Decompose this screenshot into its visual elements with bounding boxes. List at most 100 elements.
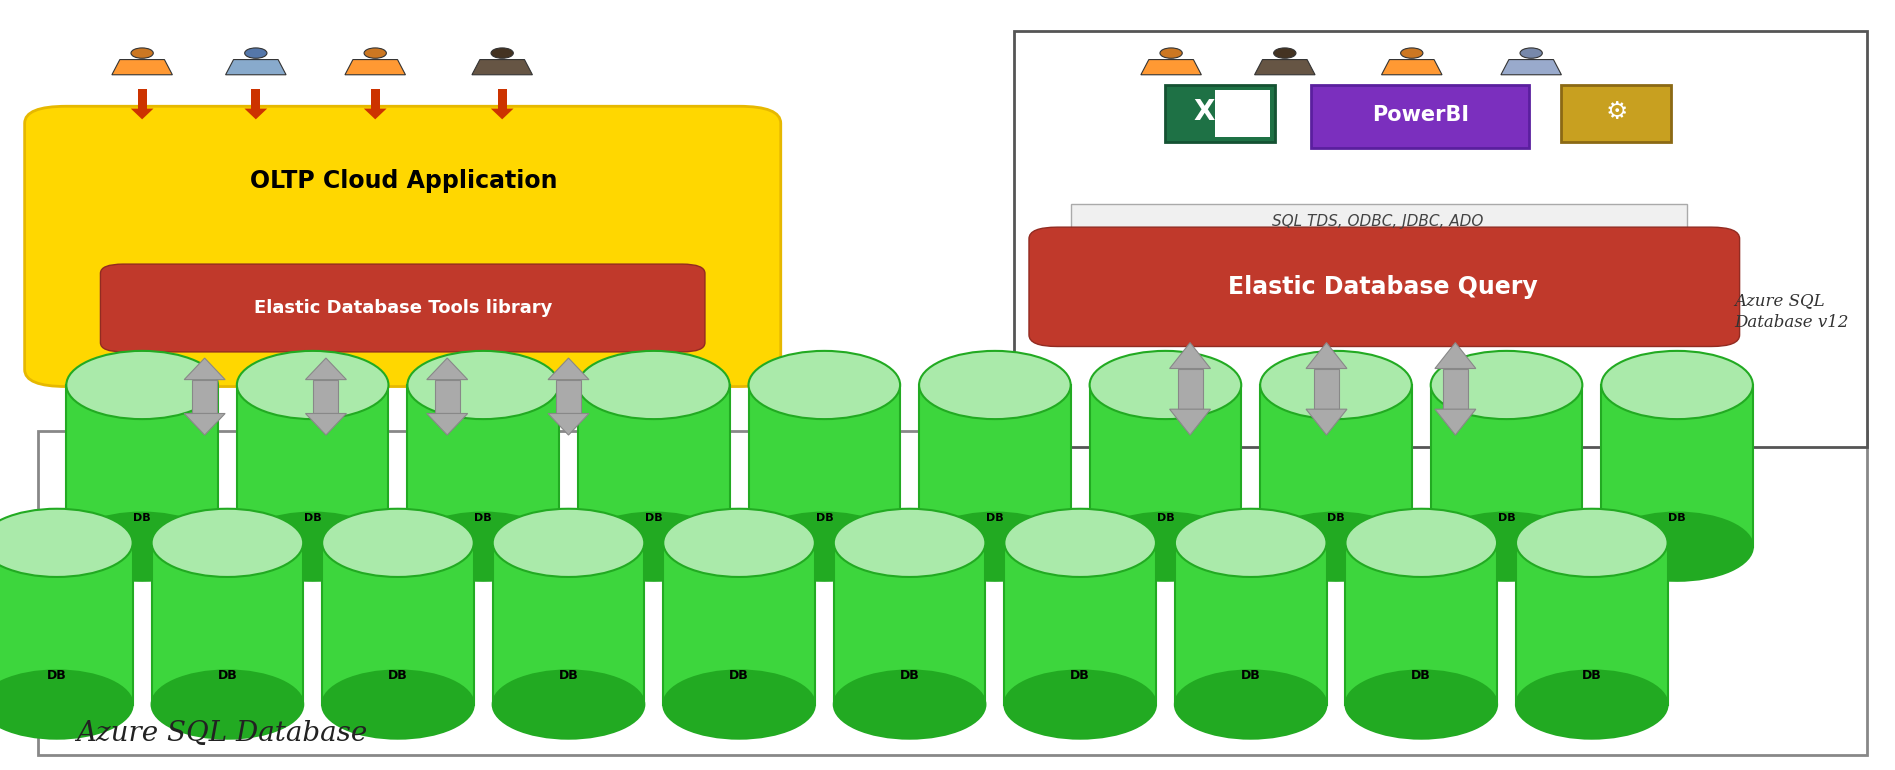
Polygon shape (472, 59, 532, 75)
Bar (1090, 385, 1241, 547)
Ellipse shape (749, 513, 900, 581)
Bar (191, 380, 218, 413)
Bar (1561, 85, 1671, 142)
Bar (66, 385, 218, 547)
Polygon shape (184, 413, 226, 435)
Bar (498, 89, 506, 109)
Ellipse shape (919, 513, 1071, 581)
Polygon shape (305, 358, 347, 380)
Text: DB: DB (815, 513, 834, 523)
Polygon shape (364, 109, 387, 119)
Text: DB: DB (900, 669, 919, 682)
Ellipse shape (407, 351, 559, 419)
Bar (434, 380, 460, 413)
Bar (1165, 85, 1275, 142)
Ellipse shape (322, 509, 474, 577)
Bar (0, 543, 133, 705)
Text: OLTP Cloud Application: OLTP Cloud Application (250, 169, 557, 193)
Ellipse shape (493, 671, 644, 738)
Ellipse shape (1345, 671, 1497, 738)
Text: PowerBI: PowerBI (1372, 105, 1469, 125)
Ellipse shape (152, 509, 303, 577)
Polygon shape (1501, 59, 1561, 75)
Ellipse shape (1090, 351, 1241, 419)
Bar (313, 380, 339, 413)
Ellipse shape (1520, 48, 1543, 59)
Ellipse shape (0, 509, 133, 577)
Bar (749, 385, 900, 547)
Polygon shape (244, 109, 267, 119)
Text: SQL TDS, ODBC, JDBC, ADO: SQL TDS, ODBC, JDBC, ADO (1272, 214, 1484, 229)
Ellipse shape (1431, 351, 1582, 419)
Bar (1014, 31, 1867, 447)
Polygon shape (426, 358, 468, 380)
Text: DB: DB (1412, 669, 1431, 682)
Ellipse shape (66, 351, 218, 419)
Bar (1516, 543, 1668, 705)
Bar (919, 385, 1071, 547)
Polygon shape (1254, 59, 1315, 75)
Bar (1260, 385, 1412, 547)
Ellipse shape (322, 671, 474, 738)
FancyBboxPatch shape (100, 264, 705, 352)
Text: DB: DB (474, 513, 493, 523)
Ellipse shape (1431, 513, 1582, 581)
Text: DB: DB (47, 669, 66, 682)
Ellipse shape (237, 513, 388, 581)
Polygon shape (226, 59, 286, 75)
Text: DB: DB (559, 669, 578, 682)
Bar (1177, 369, 1203, 409)
Bar (1313, 369, 1340, 409)
Bar (138, 89, 146, 109)
Polygon shape (491, 109, 514, 119)
Bar (1442, 369, 1469, 409)
Text: ⚙: ⚙ (1605, 100, 1628, 125)
Text: DB: DB (644, 513, 663, 523)
Polygon shape (1141, 59, 1201, 75)
Polygon shape (1435, 343, 1476, 369)
Text: DB: DB (388, 669, 407, 682)
Ellipse shape (1273, 48, 1296, 59)
Ellipse shape (1160, 48, 1182, 59)
Ellipse shape (1004, 509, 1156, 577)
Ellipse shape (663, 671, 815, 738)
Polygon shape (112, 59, 172, 75)
Text: DB: DB (730, 669, 749, 682)
Ellipse shape (407, 513, 559, 581)
Bar (1175, 543, 1326, 705)
Bar (371, 89, 379, 109)
Ellipse shape (244, 48, 267, 59)
Polygon shape (548, 358, 589, 380)
Polygon shape (1306, 343, 1347, 369)
Bar (152, 543, 303, 705)
Text: X: X (1194, 99, 1215, 126)
Ellipse shape (749, 351, 900, 419)
Polygon shape (184, 358, 226, 380)
Ellipse shape (1601, 513, 1753, 581)
Bar (555, 380, 582, 413)
Ellipse shape (663, 509, 815, 577)
Polygon shape (1169, 409, 1211, 435)
Ellipse shape (1175, 671, 1326, 738)
Text: DB: DB (303, 513, 322, 523)
Bar (578, 385, 730, 547)
Bar (1215, 91, 1270, 137)
Bar (1431, 385, 1582, 547)
Ellipse shape (919, 351, 1071, 419)
Text: Elastic Database Tools library: Elastic Database Tools library (254, 299, 553, 317)
Ellipse shape (1260, 351, 1412, 419)
Text: DB: DB (1582, 669, 1601, 682)
Polygon shape (1435, 409, 1476, 435)
Ellipse shape (131, 48, 153, 59)
Ellipse shape (1004, 671, 1156, 738)
Text: DB: DB (985, 513, 1004, 523)
Text: Azure SQL
Database v12: Azure SQL Database v12 (1734, 293, 1848, 331)
Polygon shape (131, 109, 153, 119)
Ellipse shape (1601, 351, 1753, 419)
Ellipse shape (364, 48, 387, 59)
Polygon shape (305, 413, 347, 435)
Bar (663, 543, 815, 705)
Text: DB: DB (218, 669, 237, 682)
Polygon shape (1381, 59, 1442, 75)
Ellipse shape (152, 671, 303, 738)
